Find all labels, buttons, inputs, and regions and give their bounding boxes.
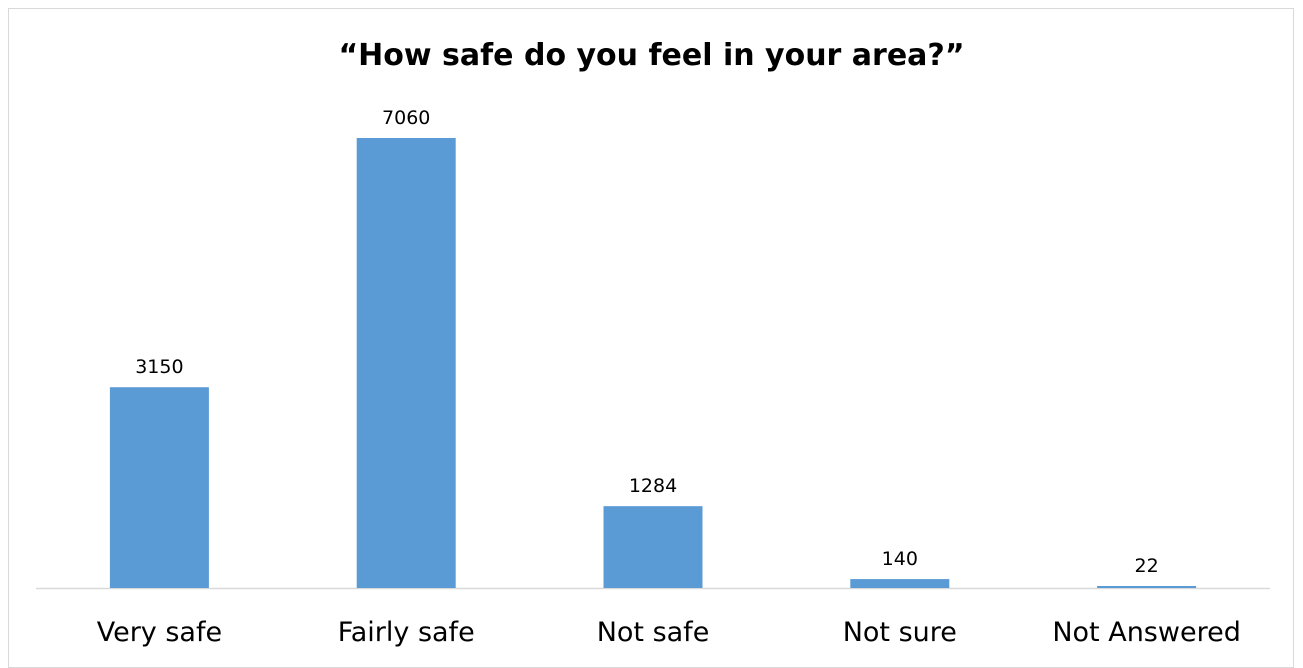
bar-fairly-safe: [356, 138, 456, 588]
bar-very-safe: [109, 387, 209, 588]
bar-not-safe: [603, 506, 703, 588]
data-label: 22: [1135, 555, 1159, 577]
category-label: Not sure: [843, 617, 957, 648]
data-label: 3150: [135, 356, 183, 378]
data-label: 1284: [629, 475, 677, 497]
category-label: Fairly safe: [338, 617, 475, 648]
chart-title: “How safe do you feel in your area?”: [338, 38, 965, 73]
bar-not-answered: [1097, 586, 1197, 588]
category-label: Very safe: [97, 617, 222, 648]
category-label: Not safe: [597, 617, 710, 648]
data-label: 7060: [382, 107, 430, 129]
data-label: 140: [882, 548, 918, 570]
category-label: Not Answered: [1052, 617, 1241, 648]
bar-not-sure: [850, 579, 950, 588]
